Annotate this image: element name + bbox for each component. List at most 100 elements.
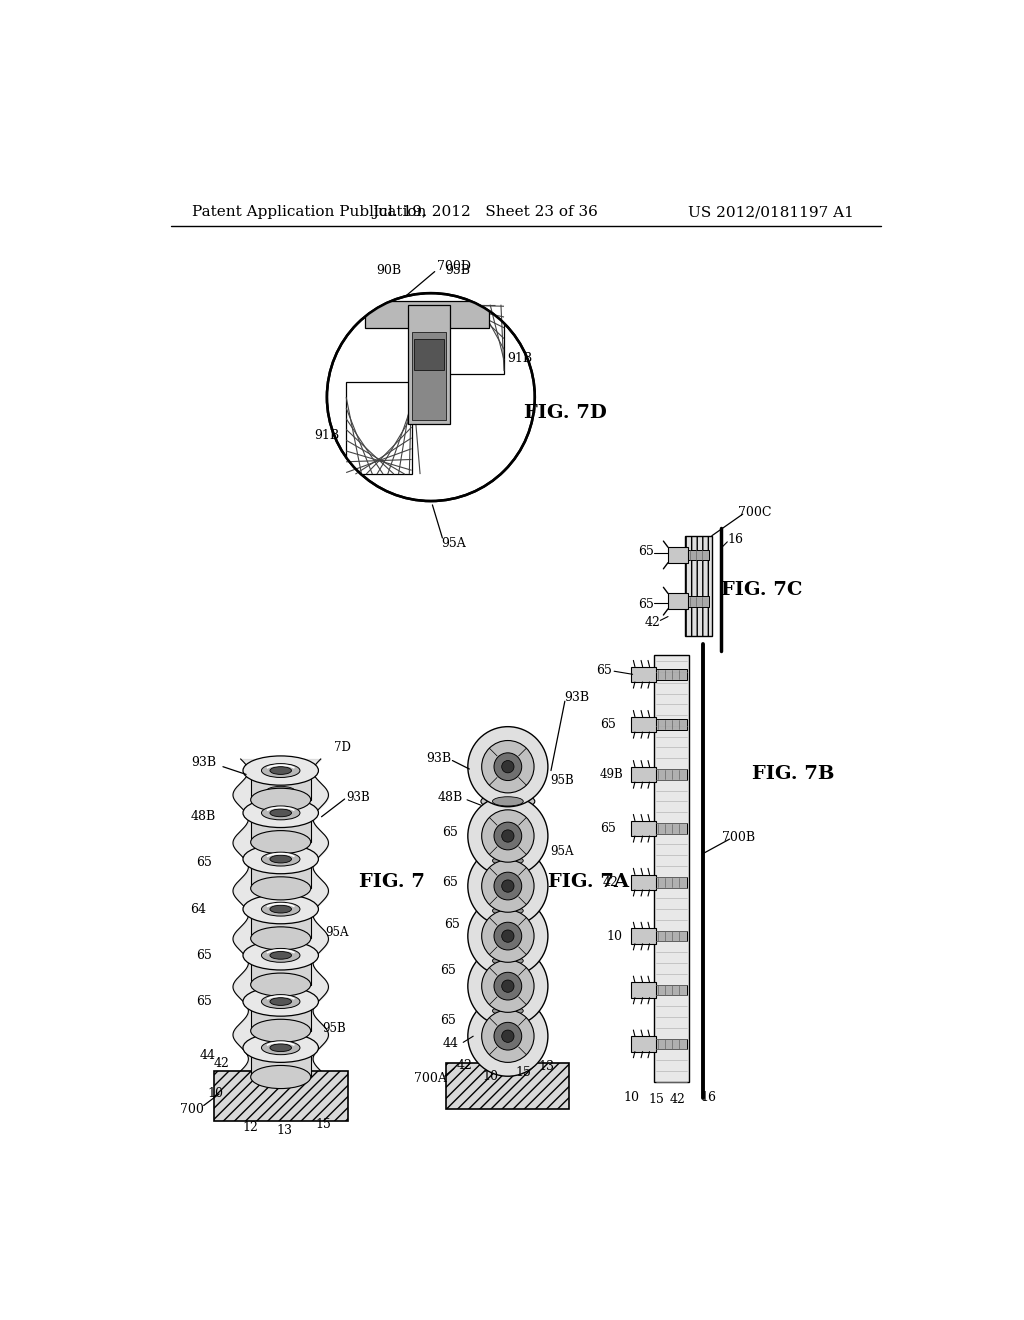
Text: 700D: 700D xyxy=(437,260,471,273)
Ellipse shape xyxy=(266,973,295,983)
Text: 16: 16 xyxy=(700,1092,716,1105)
Ellipse shape xyxy=(270,998,292,1006)
Text: Jul. 19, 2012   Sheet 23 of 36: Jul. 19, 2012 Sheet 23 of 36 xyxy=(372,206,598,219)
Ellipse shape xyxy=(256,970,306,987)
Text: 65: 65 xyxy=(442,875,458,888)
Circle shape xyxy=(481,1010,535,1063)
Bar xyxy=(412,331,446,420)
Text: 48B: 48B xyxy=(191,810,216,824)
Ellipse shape xyxy=(261,903,300,916)
Text: 49B: 49B xyxy=(600,768,624,781)
Bar xyxy=(214,1071,348,1121)
Bar xyxy=(251,771,310,800)
Circle shape xyxy=(502,929,514,942)
Text: 15: 15 xyxy=(648,1093,665,1106)
Text: 12: 12 xyxy=(242,1121,258,1134)
Ellipse shape xyxy=(261,853,300,866)
Text: FIG. 7D: FIG. 7D xyxy=(524,404,607,421)
Text: 65: 65 xyxy=(440,964,456,977)
Text: 42: 42 xyxy=(602,875,618,888)
Circle shape xyxy=(502,830,514,842)
Ellipse shape xyxy=(493,956,523,965)
Text: 700: 700 xyxy=(180,1102,204,1115)
Ellipse shape xyxy=(243,845,318,874)
Ellipse shape xyxy=(256,875,306,892)
Ellipse shape xyxy=(243,941,318,970)
Bar xyxy=(655,985,687,995)
Ellipse shape xyxy=(251,830,310,854)
Ellipse shape xyxy=(270,809,292,817)
Circle shape xyxy=(468,946,548,1026)
Bar xyxy=(346,381,412,474)
Bar xyxy=(251,1002,310,1031)
Text: 15: 15 xyxy=(515,1065,531,1078)
Circle shape xyxy=(502,979,514,993)
Text: 65: 65 xyxy=(600,822,615,834)
Bar xyxy=(654,655,689,1082)
Ellipse shape xyxy=(256,1016,306,1034)
Ellipse shape xyxy=(493,797,523,807)
Circle shape xyxy=(327,293,535,502)
Circle shape xyxy=(494,873,521,900)
Bar xyxy=(688,549,709,560)
Ellipse shape xyxy=(481,1040,535,1057)
Circle shape xyxy=(481,960,535,1012)
Bar xyxy=(655,822,687,834)
Circle shape xyxy=(481,741,535,793)
Ellipse shape xyxy=(251,1065,310,1089)
Text: 95B: 95B xyxy=(445,264,470,277)
Bar xyxy=(688,595,709,607)
Text: 64: 64 xyxy=(190,903,206,916)
Bar xyxy=(414,339,444,370)
Text: 65: 65 xyxy=(196,857,212,870)
Bar xyxy=(685,536,712,636)
Ellipse shape xyxy=(481,903,535,919)
Ellipse shape xyxy=(266,879,295,888)
Ellipse shape xyxy=(256,783,306,800)
Bar xyxy=(251,909,310,939)
Bar xyxy=(655,719,687,730)
Bar xyxy=(655,931,687,941)
Ellipse shape xyxy=(251,973,310,997)
Text: 65: 65 xyxy=(442,825,458,838)
Text: 48B: 48B xyxy=(437,791,463,804)
Ellipse shape xyxy=(266,1019,295,1030)
Ellipse shape xyxy=(243,799,318,828)
Ellipse shape xyxy=(261,807,300,820)
Text: 10: 10 xyxy=(606,929,623,942)
Bar xyxy=(412,305,504,374)
Text: 700C: 700C xyxy=(737,506,771,519)
Text: 10: 10 xyxy=(207,1088,223,1101)
Text: 65: 65 xyxy=(596,664,612,677)
Text: 10: 10 xyxy=(623,1092,639,1105)
Ellipse shape xyxy=(251,788,310,812)
Text: 95A: 95A xyxy=(550,845,573,858)
Ellipse shape xyxy=(270,855,292,863)
Ellipse shape xyxy=(270,767,292,775)
Text: 42: 42 xyxy=(457,1059,473,1072)
Bar xyxy=(631,821,655,836)
Ellipse shape xyxy=(481,853,535,869)
Text: 42: 42 xyxy=(213,1056,229,1069)
Bar xyxy=(446,1063,569,1109)
Text: Patent Application Publication: Patent Application Publication xyxy=(193,206,427,219)
Ellipse shape xyxy=(481,793,535,810)
Text: 700A: 700A xyxy=(415,1072,447,1085)
Ellipse shape xyxy=(266,927,295,937)
Ellipse shape xyxy=(261,763,300,777)
Text: 95A: 95A xyxy=(326,925,348,939)
Bar xyxy=(655,669,687,680)
Ellipse shape xyxy=(256,924,306,941)
Ellipse shape xyxy=(243,756,318,785)
Ellipse shape xyxy=(256,828,306,845)
Text: 95B: 95B xyxy=(550,774,573,787)
Ellipse shape xyxy=(243,1034,318,1063)
Bar xyxy=(631,982,655,998)
Text: 44: 44 xyxy=(200,1049,216,1063)
Bar xyxy=(408,305,451,424)
Ellipse shape xyxy=(493,1006,523,1015)
Circle shape xyxy=(494,752,521,780)
Circle shape xyxy=(502,1030,514,1043)
Circle shape xyxy=(468,997,548,1076)
Ellipse shape xyxy=(243,987,318,1016)
